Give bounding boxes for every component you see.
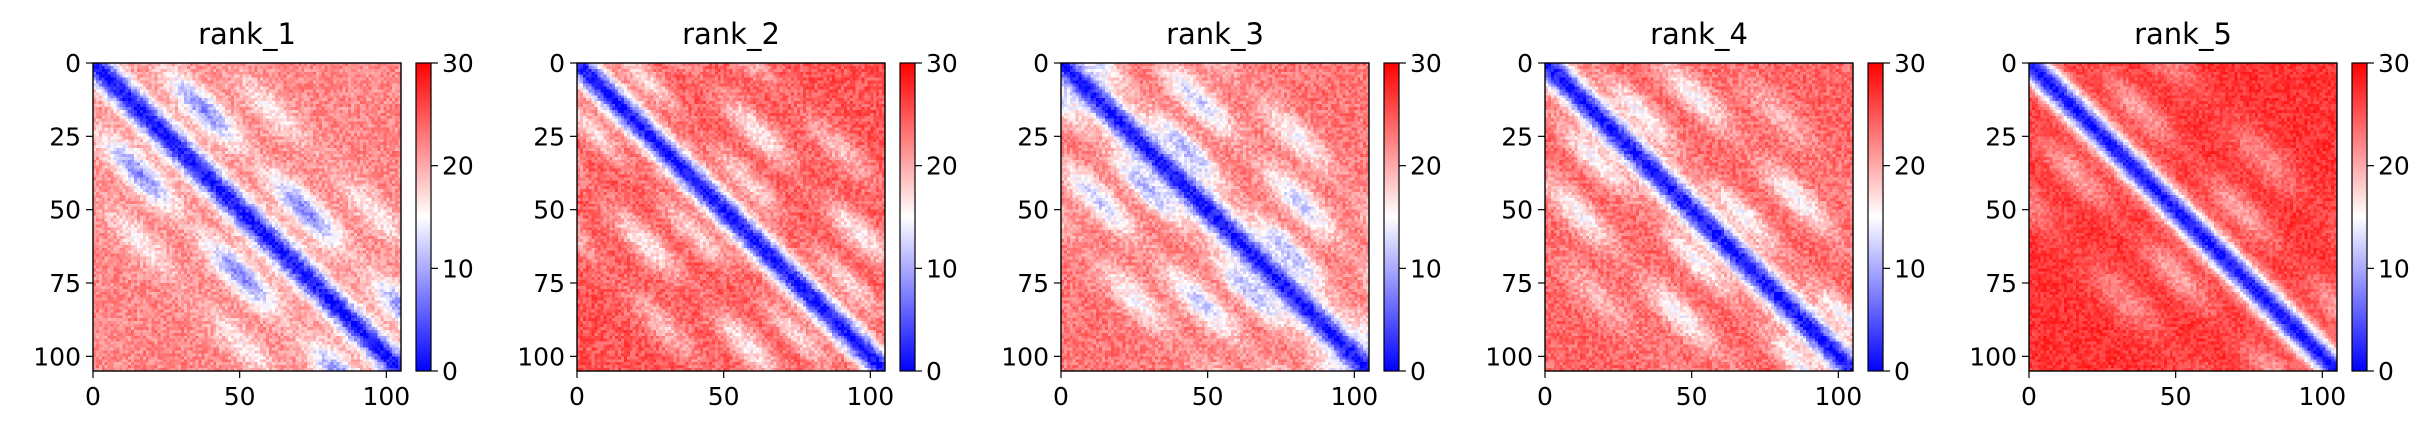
colorbar-tick-label: 10 (1894, 254, 1926, 283)
y-tick-label: 75 (49, 269, 81, 298)
colorbar-tick-label: 0 (1410, 357, 1426, 386)
plot-frame (1544, 62, 1854, 372)
colorbar-tick-label: 30 (1894, 49, 1926, 78)
panel-title: rank_3 (1166, 17, 1264, 51)
heatmap-image (1061, 63, 1369, 371)
x-tick-label: 0 (1537, 382, 1553, 411)
y-tick-label: 50 (1985, 196, 2017, 225)
y-tick-label: 50 (1501, 196, 1533, 225)
panel-title: rank_2 (682, 17, 780, 51)
colorbar (1867, 62, 1884, 372)
colorbar-tick-label: 10 (1410, 254, 1442, 283)
y-tick-label: 25 (49, 122, 81, 151)
colorbar-tick-label: 30 (2378, 49, 2410, 78)
x-tick-label: 50 (1192, 382, 1224, 411)
y-tick-label: 0 (549, 49, 565, 78)
x-tick-label: 0 (1053, 382, 1069, 411)
x-tick-label: 50 (224, 382, 256, 411)
heatmap-image (2029, 63, 2337, 371)
y-tick-label: 0 (1517, 49, 1533, 78)
y-tick-label: 75 (1501, 269, 1533, 298)
plot-frame (92, 62, 402, 372)
colorbar-tick-label: 30 (926, 49, 958, 78)
y-tick-label: 100 (1969, 342, 2017, 371)
x-tick-label: 50 (708, 382, 740, 411)
colorbar-tick-label: 20 (1410, 152, 1442, 181)
colorbar-tick-label: 10 (442, 254, 474, 283)
y-tick-label: 25 (533, 122, 565, 151)
y-tick-label: 25 (1501, 122, 1533, 151)
x-tick-label: 100 (846, 382, 894, 411)
heatmap-image (577, 63, 885, 371)
colorbar-tick-label: 20 (442, 152, 474, 181)
plot-frame (576, 62, 886, 372)
x-tick-label: 0 (85, 382, 101, 411)
y-tick-label: 50 (49, 196, 81, 225)
y-tick-label: 75 (1985, 269, 2017, 298)
y-tick-label: 50 (1017, 196, 1049, 225)
panel-title: rank_1 (198, 17, 296, 51)
y-tick-label: 25 (1017, 122, 1049, 151)
y-tick-label: 25 (1985, 122, 2017, 151)
y-tick-label: 100 (1001, 342, 1049, 371)
y-tick-label: 0 (1033, 49, 1049, 78)
colorbar-tick-label: 30 (442, 49, 474, 78)
colorbar (1383, 62, 1400, 372)
x-tick-label: 50 (2160, 382, 2192, 411)
colorbar-tick-label: 0 (1894, 357, 1910, 386)
y-tick-label: 75 (1017, 269, 1049, 298)
x-tick-label: 100 (2298, 382, 2346, 411)
heatmap-image (1545, 63, 1853, 371)
panel-title: rank_4 (1650, 17, 1748, 51)
plot-frame (1060, 62, 1370, 372)
x-tick-label: 100 (362, 382, 410, 411)
y-tick-label: 0 (2001, 49, 2017, 78)
colorbar-tick-label: 10 (926, 254, 958, 283)
colorbar-tick-label: 30 (1410, 49, 1442, 78)
y-tick-label: 75 (533, 269, 565, 298)
x-tick-label: 0 (569, 382, 585, 411)
colorbar-tick-label: 20 (1894, 152, 1926, 181)
y-tick-label: 0 (65, 49, 81, 78)
x-tick-label: 0 (2021, 382, 2037, 411)
heatmap-image (93, 63, 401, 371)
colorbar (2351, 62, 2368, 372)
colorbar-tick-label: 0 (926, 357, 942, 386)
x-tick-label: 100 (1814, 382, 1862, 411)
colorbar-tick-label: 20 (926, 152, 958, 181)
y-tick-label: 50 (533, 196, 565, 225)
plot-frame (2028, 62, 2338, 372)
colorbar-tick-label: 0 (442, 357, 458, 386)
colorbar-tick-label: 0 (2378, 357, 2394, 386)
y-tick-label: 100 (517, 342, 565, 371)
x-tick-label: 100 (1330, 382, 1378, 411)
colorbar (415, 62, 432, 372)
colorbar-tick-label: 10 (2378, 254, 2410, 283)
x-tick-label: 50 (1676, 382, 1708, 411)
y-tick-label: 100 (33, 342, 81, 371)
colorbar-tick-label: 20 (2378, 152, 2410, 181)
colorbar (899, 62, 916, 372)
y-tick-label: 100 (1485, 342, 1533, 371)
panel-title: rank_5 (2134, 17, 2232, 51)
